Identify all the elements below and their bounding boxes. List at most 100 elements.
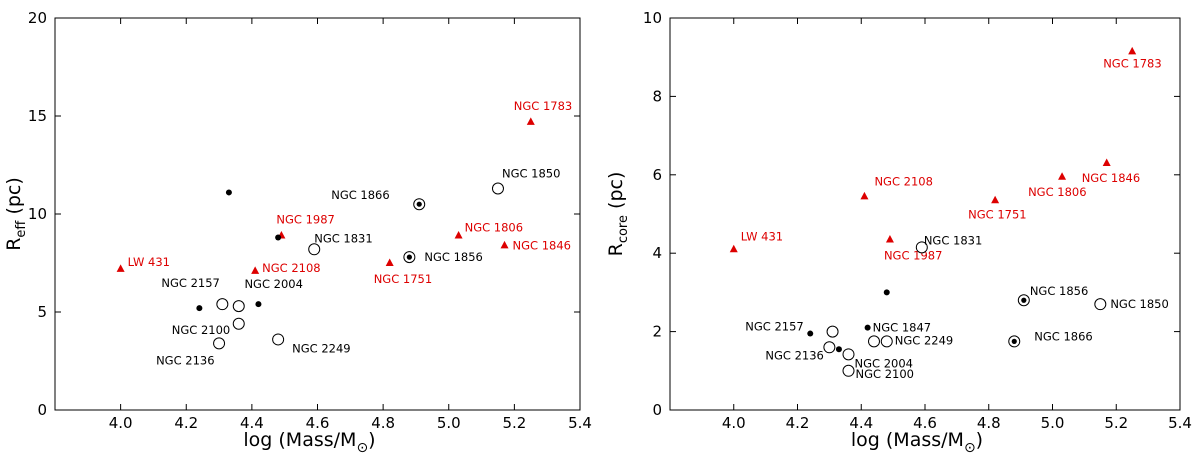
open-circle-marker (842, 364, 855, 377)
point-label: NGC 2136 (156, 353, 214, 367)
triangle-marker (526, 117, 535, 125)
point-label: NGC 1856 (1030, 284, 1088, 298)
y-tick-label: 10 (28, 205, 47, 223)
open-circle-marker (826, 325, 839, 338)
open-circle-marker (842, 348, 855, 361)
y-tick-label: 8 (652, 87, 662, 105)
point-label: NGC 1847 (873, 321, 931, 335)
x-tick-label: 5.2 (1104, 414, 1128, 432)
open-circle-marker (272, 333, 285, 346)
x-tick-label: 4.6 (306, 414, 330, 432)
open-circle-marker (823, 341, 836, 354)
x-tick-label: 5.0 (1041, 414, 1065, 432)
x-axis-label: log (Mass/M⊙) (243, 429, 375, 456)
point-label: NGC 1866 (331, 188, 389, 202)
point-label: NGC 1846 (513, 238, 571, 252)
point-label: NGC 1806 (1028, 185, 1086, 199)
open-circle-marker (880, 335, 893, 348)
point-label: NGC 2249 (292, 341, 350, 355)
x-tick-label: 4.8 (371, 414, 395, 432)
point-label: NGC 1831 (314, 231, 372, 245)
x-tick-label: 4.4 (240, 414, 264, 432)
x-tick-label: 4.0 (109, 414, 133, 432)
point-label: NGC 1850 (502, 167, 560, 181)
point-label: NGC 2249 (895, 333, 953, 347)
point-label: NGC 1846 (1082, 171, 1140, 185)
point-label: NGC 2108 (262, 261, 320, 275)
point-label: NGC 1987 (884, 248, 942, 262)
open-circle-marker (232, 317, 245, 330)
triangle-marker (251, 266, 260, 274)
point-label: NGC 1850 (1110, 297, 1168, 311)
triangle-marker (116, 264, 125, 272)
x-tick-label: 5.4 (1168, 414, 1192, 432)
dot-marker (255, 301, 262, 308)
right-scatter-chart: 4.0 4.2 4.4 4.6 4.8 5.0 5.2 5.4 0 2 4 6 8 10 log (Mass… (605, 9, 1192, 456)
open-circle-marker (915, 241, 928, 254)
triangle-marker (500, 240, 509, 249)
point-label: NGC 1866 (1034, 329, 1092, 343)
dot-marker (835, 346, 842, 353)
x-tick-label: 4.2 (786, 414, 810, 432)
open-circle-marker (216, 298, 229, 311)
open-circle-marker (232, 300, 245, 313)
open-circle-marker (1094, 298, 1107, 311)
x-tick-label: 4.4 (849, 414, 873, 432)
point-label: NGC 2004 (855, 356, 913, 370)
point-label: NGC 1751 (968, 207, 1026, 221)
y-tick-label: 2 (652, 323, 662, 341)
y-tick-label: 20 (28, 9, 47, 27)
point-label: NGC 1783 (514, 99, 572, 113)
point-label: NGC 1783 (1103, 56, 1161, 70)
x-tick-label: 4.2 (174, 414, 198, 432)
triangle-marker (991, 195, 1000, 204)
x-tick-label: 5.0 (437, 414, 461, 432)
point-label: NGC 2004 (244, 277, 302, 291)
triangle-marker (385, 258, 394, 266)
circle-dot-marker (416, 201, 422, 207)
circle-dot-marker (406, 254, 412, 260)
point-label: NGC 1987 (276, 213, 334, 227)
y-tick-label: 0 (37, 401, 47, 419)
y-tick-label: 15 (28, 107, 47, 125)
point-label: NGC 1831 (924, 233, 982, 247)
point-label: NGC 2157 (745, 320, 803, 334)
open-circle-marker (868, 335, 880, 348)
triangle-marker (885, 234, 894, 243)
dot-marker (807, 330, 814, 337)
circle-dot-marker (1021, 297, 1027, 303)
dot-marker (864, 324, 871, 331)
point-label: LW 431 (128, 255, 170, 269)
point-label: LW 431 (741, 229, 783, 243)
y-axis-label: Reff (pc) (3, 177, 29, 251)
x-axis-label: log (Mass/M⊙) (851, 429, 983, 456)
y-axis-label: Rcore (pc) (605, 172, 631, 257)
point-label: NGC 2157 (161, 276, 219, 290)
y-tick-label: 5 (37, 303, 47, 321)
x-tick-label: 5.4 (568, 414, 592, 432)
triangle-marker (1128, 46, 1137, 55)
x-tick-label: 4.0 (722, 414, 746, 432)
x-tick-label: 4.6 (913, 414, 937, 432)
dot-marker (275, 234, 282, 241)
x-tick-label: 4.8 (977, 414, 1001, 432)
point-label: NGC 1856 (424, 250, 482, 264)
triangle-marker (729, 244, 738, 253)
x-tick-label: 5.2 (502, 414, 526, 432)
point-label: NGC 2108 (874, 174, 932, 188)
open-circle-marker (308, 243, 321, 256)
plot-frame (669, 17, 1181, 411)
y-tick-label: 10 (643, 9, 662, 27)
open-circle-marker (213, 337, 226, 350)
triangle-marker (1058, 172, 1067, 180)
triangle-marker (860, 191, 869, 200)
open-circle-marker (491, 182, 504, 195)
point-label: NGC 2100 (856, 367, 914, 381)
y-tick-label: 6 (652, 166, 662, 184)
point-label: NGC 2136 (765, 348, 823, 362)
point-label: NGC 1751 (374, 272, 432, 286)
triangle-marker (454, 231, 463, 239)
dot-marker (883, 289, 890, 296)
y-tick-label: 4 (652, 244, 662, 262)
point-label: NGC 1806 (465, 221, 523, 235)
